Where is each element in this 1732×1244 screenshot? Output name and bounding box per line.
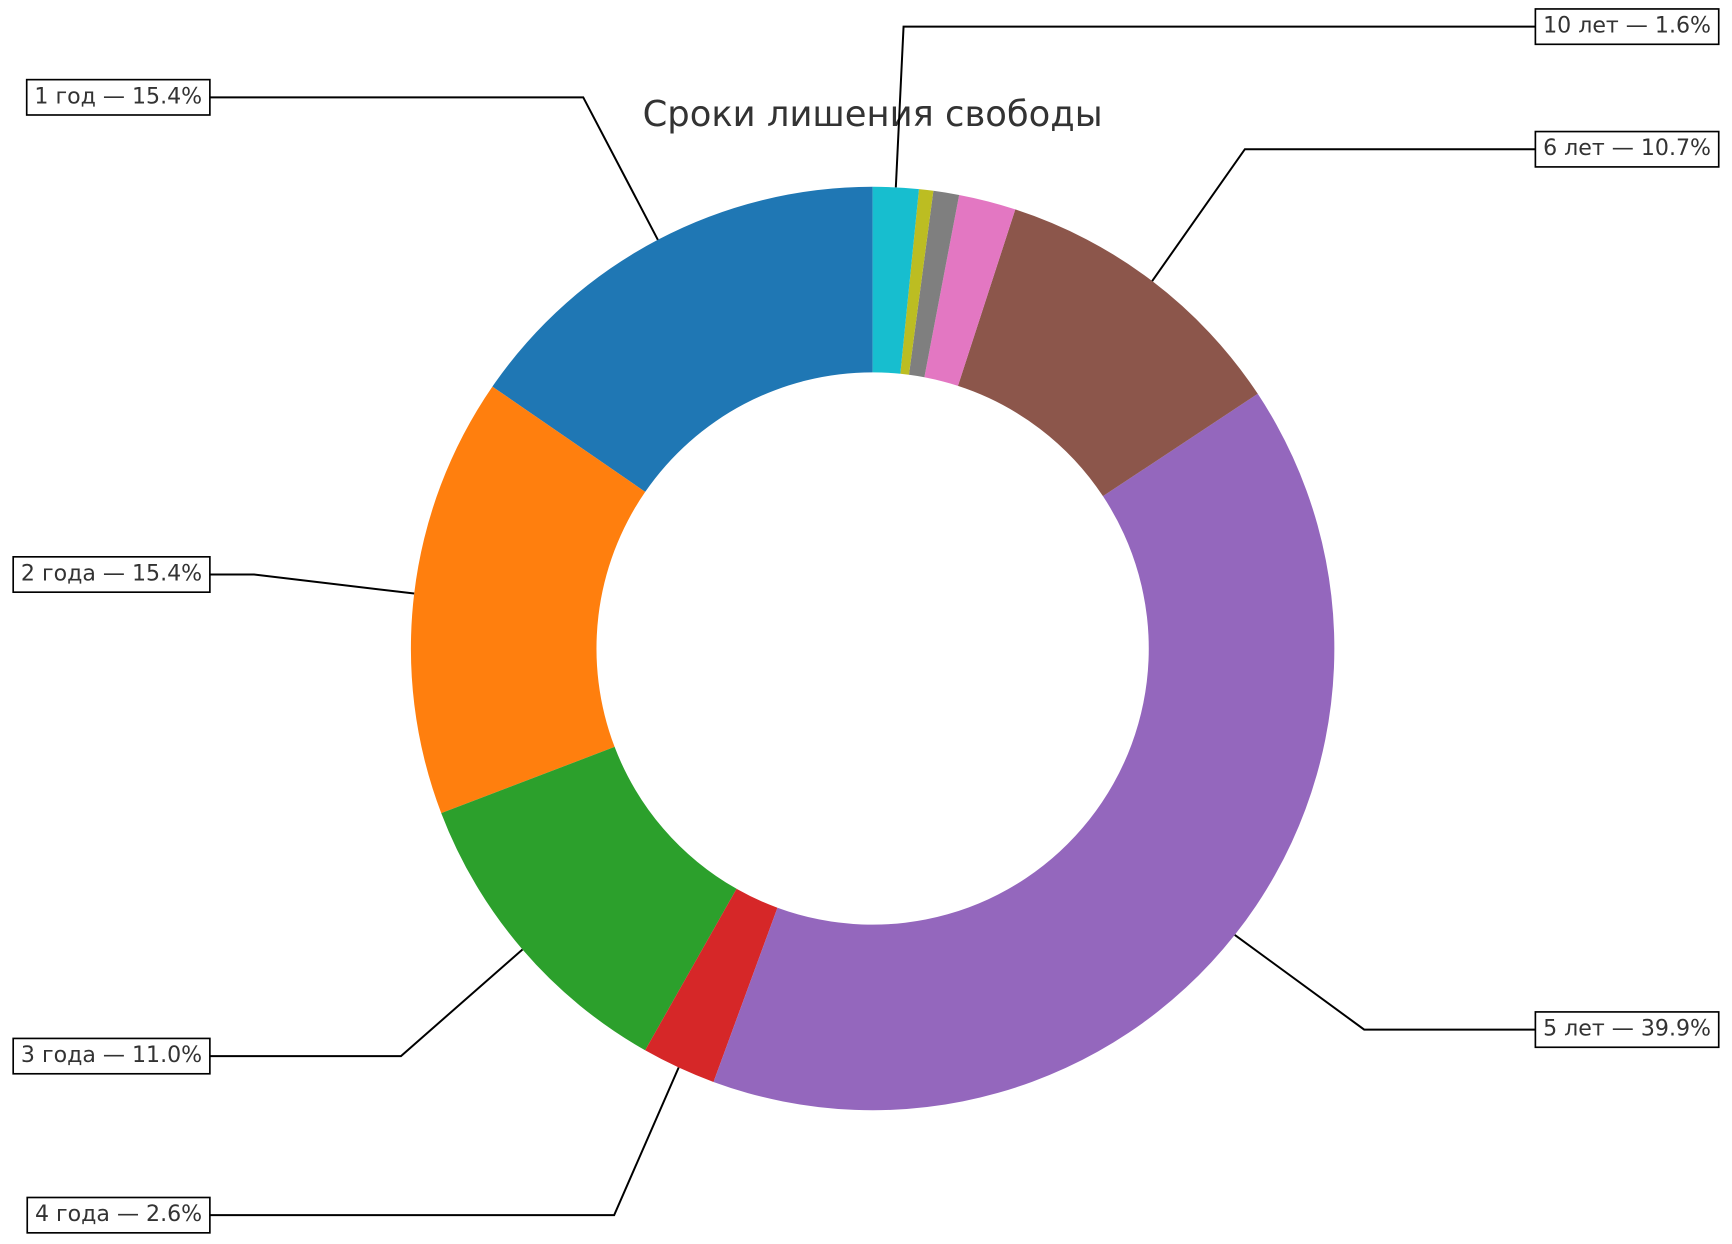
donut-slice	[492, 186, 873, 492]
donut-slice	[645, 888, 778, 1082]
slice-label-text: 2 года — 15.4%	[21, 561, 202, 587]
donut-slice	[441, 746, 737, 1051]
slice-label-text: 6 лет — 10.7%	[1543, 135, 1711, 161]
slice-label-text: 5 лет — 39.9%	[1543, 1016, 1711, 1042]
donut-slice	[872, 186, 919, 374]
slice-label: 2 года — 15.4%	[12, 556, 415, 595]
leader-line	[1234, 934, 1536, 1031]
leader-line	[209, 1067, 680, 1217]
slice-label-text: 1 год — 15.4%	[34, 83, 202, 109]
slice-label: 5 лет — 39.9%	[1234, 934, 1720, 1049]
donut-slice	[900, 189, 934, 375]
chart-title: Сроки лишения свободы	[643, 94, 1103, 135]
leader-line	[209, 573, 415, 595]
donut-slice	[908, 190, 960, 378]
leader-line	[1151, 148, 1536, 282]
slice-label: 4 года — 2.6%	[26, 1067, 680, 1234]
slice-label: 6 лет — 10.7%	[1151, 130, 1720, 282]
slice-label: 3 года — 11.0%	[12, 948, 524, 1075]
label-box	[26, 1196, 211, 1234]
label-box	[12, 1037, 211, 1075]
slice-label-text: 4 года — 2.6%	[35, 1201, 202, 1227]
leader-line	[894, 25, 1536, 188]
donut-slice	[924, 194, 1016, 386]
donut-slice	[713, 393, 1335, 1111]
slice-label-text: 3 года — 11.0%	[21, 1042, 202, 1068]
leader-line	[209, 948, 524, 1058]
label-box	[12, 556, 211, 594]
slice-label: 1 год — 15.4%	[25, 78, 659, 241]
leader-line	[209, 96, 659, 241]
donut-slice	[410, 386, 646, 814]
label-box	[1534, 8, 1720, 46]
slice-label-text: 10 лет — 1.6%	[1543, 13, 1711, 39]
donut-slice	[957, 209, 1258, 497]
slice-label: 10 лет — 1.6%	[894, 8, 1720, 188]
